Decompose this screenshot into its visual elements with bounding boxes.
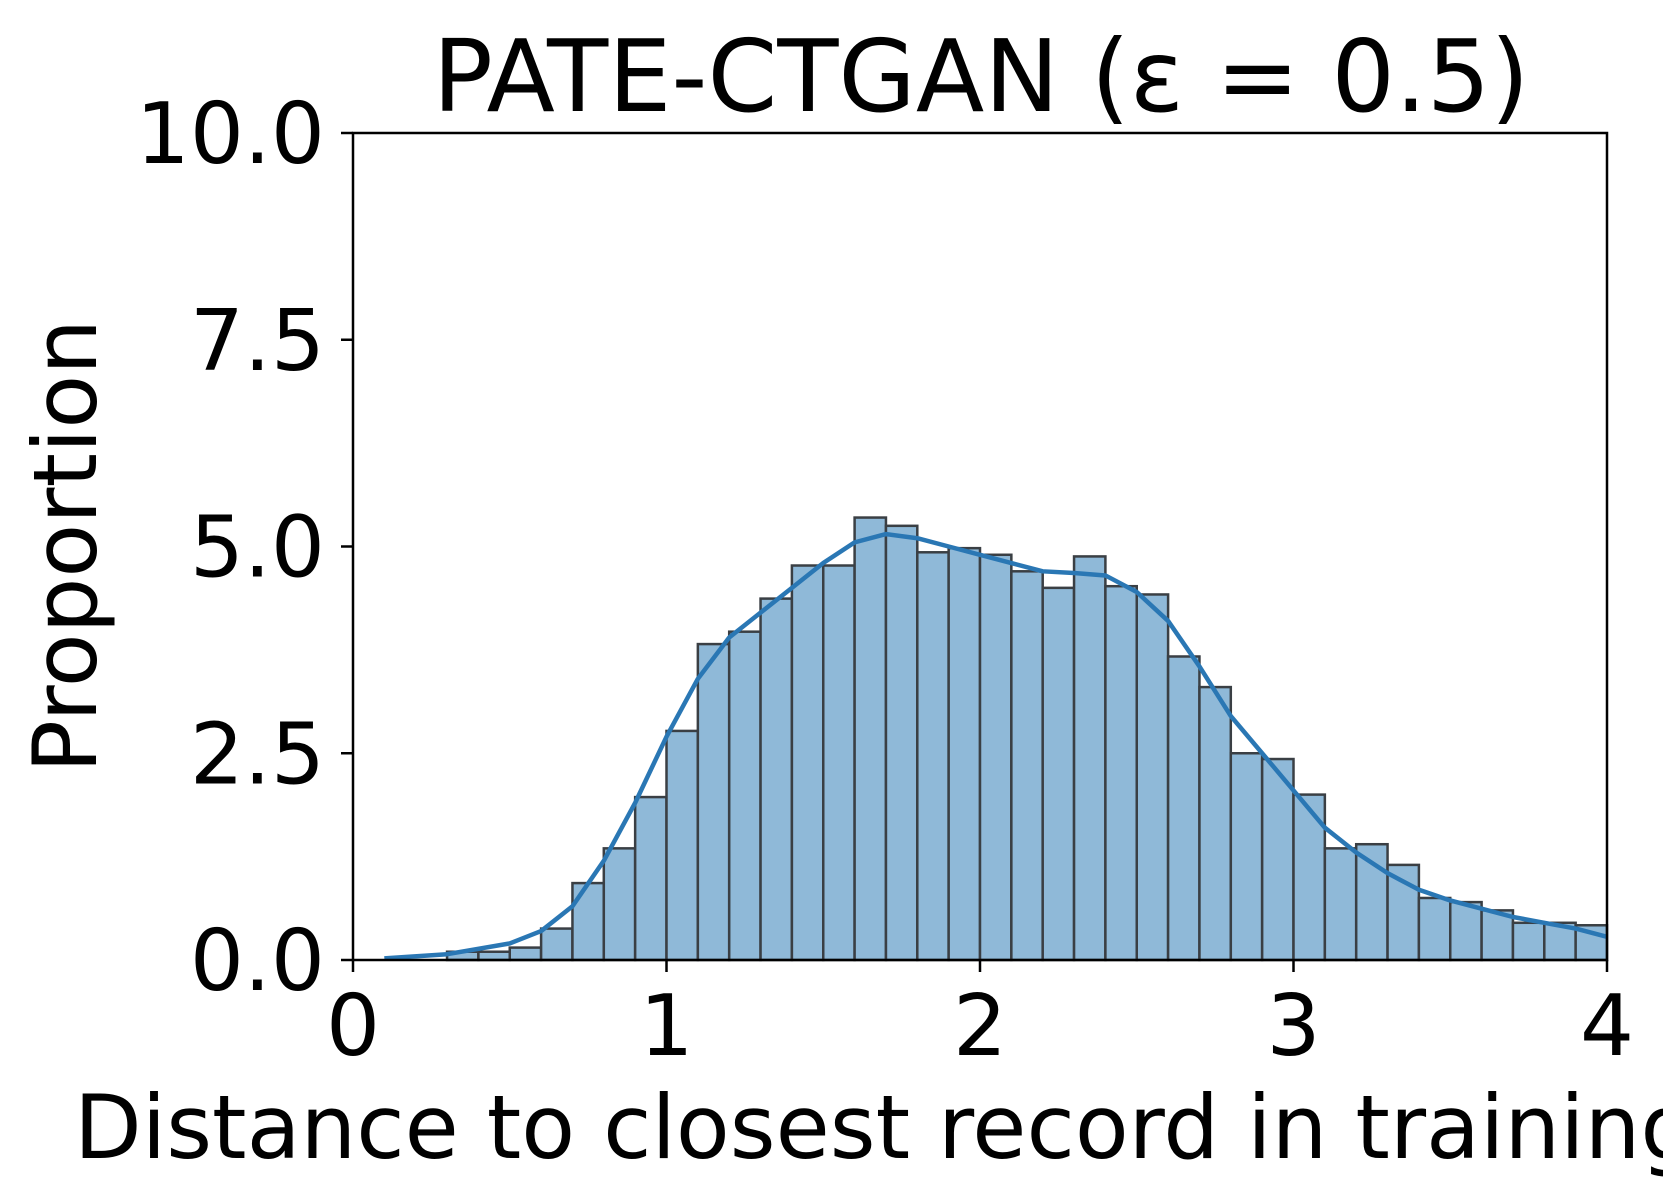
bar	[790, 564, 825, 962]
bar	[508, 946, 543, 962]
bar	[1166, 655, 1201, 962]
x-tick-label: 1	[639, 977, 693, 1076]
bar	[947, 546, 982, 962]
y-tick-label: 7.5	[190, 292, 325, 391]
bar	[1135, 593, 1170, 962]
kde-line	[384, 531, 1608, 961]
bar	[1260, 757, 1295, 962]
x-tick-label: 2	[953, 977, 1007, 1076]
x-tick-label: 3	[1266, 977, 1320, 1076]
y-tick-label: 10.0	[136, 85, 325, 184]
bar	[633, 795, 668, 962]
bar	[1511, 921, 1546, 962]
bar	[1449, 900, 1483, 962]
bar	[884, 524, 919, 962]
x-tick-label: 0	[326, 977, 380, 1076]
bar	[759, 597, 794, 962]
bar	[916, 551, 950, 962]
bar	[1198, 685, 1233, 962]
bar	[1010, 570, 1044, 962]
bar	[1417, 896, 1452, 962]
y-axis-label: Proportion	[14, 319, 117, 773]
bar	[602, 847, 637, 962]
bar	[853, 516, 888, 962]
bar	[665, 729, 700, 962]
bar	[539, 927, 574, 962]
bar	[822, 564, 856, 962]
bar	[1323, 847, 1358, 962]
bar	[1104, 584, 1139, 962]
chart-title: PATE-CTGAN (ε = 0.5)	[433, 18, 1530, 135]
bar	[1041, 586, 1076, 962]
y-tick-label: 2.5	[190, 705, 325, 804]
bar	[696, 642, 731, 962]
y-tick-label: 0.0	[190, 912, 325, 1011]
bar	[1229, 752, 1264, 962]
bar	[571, 881, 606, 962]
bar	[1072, 555, 1107, 962]
y-tick-label: 5.0	[190, 499, 325, 598]
x-tick-label: 4	[1580, 977, 1634, 1076]
bar	[727, 630, 762, 962]
x-axis-label: Distance to closest record in training	[74, 1076, 1663, 1179]
bar	[978, 553, 1013, 962]
